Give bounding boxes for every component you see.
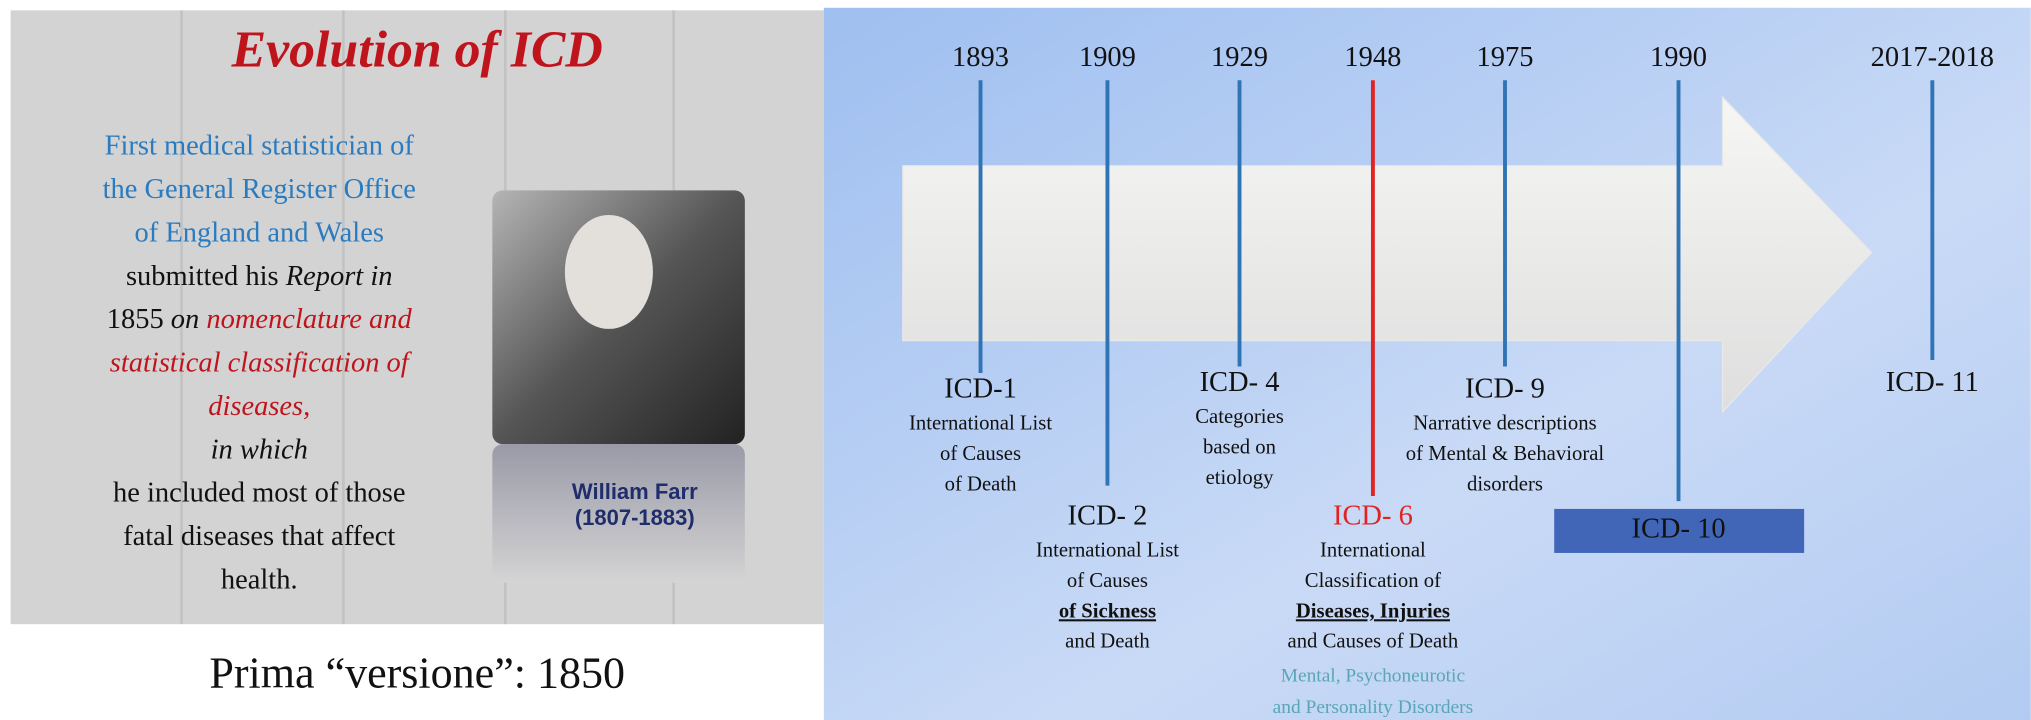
year: 1990: [1650, 42, 1707, 73]
caption: Prima “versione”: 1850: [209, 648, 625, 697]
description: International List: [1036, 539, 1179, 561]
text-segment: submitted his: [126, 260, 286, 291]
description: Narrative descriptions: [1413, 412, 1596, 434]
portrait-caption: (1807-1883): [575, 505, 695, 530]
icd-label: ICD- 10: [1631, 513, 1725, 544]
description: International List: [909, 412, 1052, 434]
text-segment: Report in: [285, 260, 393, 291]
text-segment: health.: [221, 564, 298, 595]
year: 2017-2018: [1871, 42, 1994, 73]
icd-label: ICD- 9: [1465, 374, 1545, 405]
description: based on: [1203, 436, 1277, 458]
year: 1909: [1079, 42, 1136, 73]
note: and Personality Disorders: [1273, 697, 1474, 718]
description: of Causes: [1067, 570, 1148, 592]
text-segment: statistical classification of: [110, 347, 413, 378]
text-line: submitted his Report in: [126, 260, 393, 291]
portrait-caption: William Farr: [572, 479, 698, 504]
description: of Causes: [940, 443, 1021, 465]
portrait-face: [565, 215, 653, 329]
note: Mental, Psychoneurotic: [1281, 666, 1466, 687]
description: and Causes of Death: [1288, 631, 1459, 653]
icd-label: ICD- 4: [1200, 367, 1280, 398]
description: Categories: [1195, 406, 1284, 428]
screenshot: Evolution of ICD First medical statistici…: [0, 0, 2031, 720]
slide-title: Evolution of ICD: [231, 21, 603, 78]
description: Classification of: [1305, 570, 1441, 592]
year: 1893: [952, 42, 1009, 73]
text-line: health.: [221, 564, 298, 595]
description: International: [1320, 539, 1426, 561]
text-segment: First medical statistician of: [105, 130, 415, 161]
icd-label: ICD- 11: [1886, 367, 1979, 398]
description: etiology: [1206, 467, 1274, 489]
text-segment: nomenclature and: [206, 304, 412, 335]
page: Evolution of ICD First medical statistici…: [0, 0, 2031, 720]
description: and Death: [1065, 631, 1150, 653]
text-segment: fatal diseases that affect: [123, 521, 395, 552]
year: 1948: [1344, 42, 1401, 73]
text-segment: on: [171, 304, 207, 335]
description: of Death: [945, 473, 1018, 495]
text-line: statistical classification of: [110, 347, 413, 378]
text-line: fatal diseases that affect: [123, 521, 395, 552]
text-segment: the General Register Office: [103, 174, 416, 205]
text-line: First medical statistician of: [105, 130, 415, 161]
text-line: diseases,: [208, 390, 310, 421]
text-segment: of England and Wales: [135, 217, 384, 248]
text-segment: diseases,: [208, 390, 310, 421]
text-line: he included most of those: [113, 477, 406, 508]
description: Diseases, Injuries: [1296, 600, 1450, 622]
text-segment: he included most of those: [113, 477, 406, 508]
year: 1975: [1477, 42, 1534, 73]
icd-label: ICD-1: [944, 374, 1017, 405]
year: 1929: [1211, 42, 1268, 73]
text-line: of England and Wales: [135, 217, 384, 248]
description: of Sickness: [1059, 600, 1156, 622]
text-line: 1855 on nomenclature and: [107, 304, 413, 335]
description: of Mental & Behavioral: [1406, 443, 1605, 465]
text-line: the General Register Office: [103, 174, 416, 205]
text-segment: in which: [211, 434, 308, 465]
icd-label: ICD- 6: [1333, 501, 1413, 532]
text-line: in which: [211, 434, 308, 465]
text-segment: 1855: [107, 304, 171, 335]
icd-label: ICD- 2: [1068, 501, 1148, 532]
description: disorders: [1467, 473, 1543, 495]
